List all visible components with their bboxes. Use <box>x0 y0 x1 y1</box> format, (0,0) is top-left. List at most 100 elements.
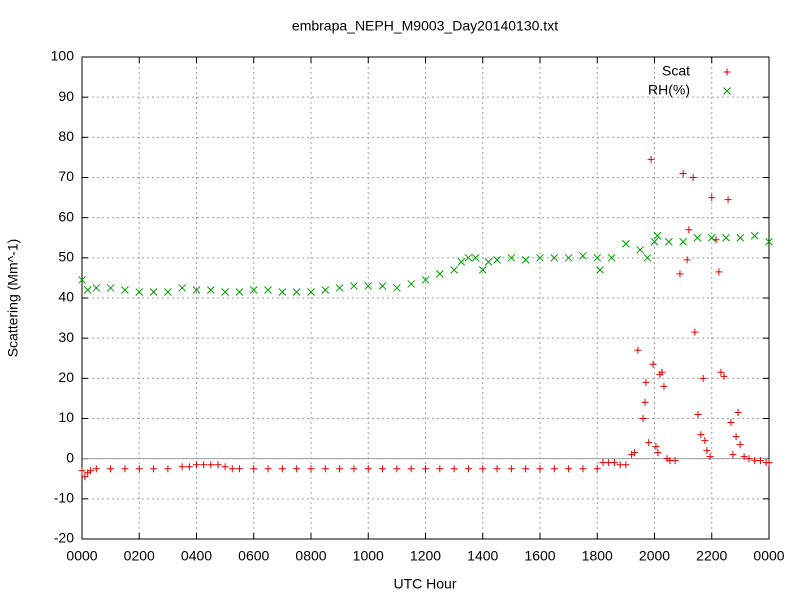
data-point <box>550 465 558 473</box>
legend-label: RH(%) <box>648 82 690 98</box>
data-point <box>264 286 272 294</box>
data-point <box>479 465 487 473</box>
data-point <box>715 268 723 276</box>
data-point <box>278 288 287 296</box>
data-point <box>107 465 115 473</box>
data-point <box>78 467 86 475</box>
data-point <box>536 465 544 473</box>
data-point <box>660 382 668 390</box>
data-point <box>435 270 444 278</box>
data-point <box>293 465 301 473</box>
data-point <box>683 256 691 264</box>
data-point <box>596 266 604 274</box>
data-point <box>649 360 657 368</box>
data-point <box>350 282 358 290</box>
data-point <box>622 239 630 248</box>
data-point <box>707 233 716 242</box>
legend-marker <box>723 68 731 76</box>
x-tick-label: 0000 <box>66 548 97 564</box>
data-point <box>727 419 735 427</box>
y-tick-label: 40 <box>58 289 74 305</box>
data-point <box>350 465 358 473</box>
data-point <box>685 226 693 234</box>
data-point <box>150 465 158 473</box>
x-tick-label: 2200 <box>696 548 727 564</box>
data-point <box>653 231 662 240</box>
data-point <box>78 276 86 284</box>
y-tick-label: 30 <box>58 329 74 345</box>
data-point <box>206 286 215 294</box>
data-point <box>249 286 258 294</box>
data-point <box>622 461 630 469</box>
data-point <box>736 233 745 242</box>
data-point <box>307 465 315 473</box>
data-point <box>691 328 699 336</box>
data-point <box>471 253 480 262</box>
data-point <box>636 245 645 254</box>
data-point <box>221 288 229 296</box>
x-tick-label: 2000 <box>639 548 670 564</box>
data-point <box>235 288 244 296</box>
x-tick-label: 1200 <box>410 548 441 564</box>
data-point <box>364 282 373 290</box>
x-tick-label: 0000 <box>753 548 784 564</box>
data-point <box>192 286 201 294</box>
data-point <box>464 253 473 262</box>
data-point <box>200 461 208 469</box>
y-tick-label: 60 <box>58 208 74 224</box>
y-tick-label: -20 <box>54 530 74 546</box>
data-point <box>697 431 705 439</box>
data-point <box>493 255 501 264</box>
y-tick-label: 80 <box>58 128 74 144</box>
data-point <box>92 465 100 473</box>
x-tick-label: 0400 <box>181 548 212 564</box>
data-point <box>507 253 516 262</box>
data-point <box>664 237 673 246</box>
data-point <box>207 461 215 469</box>
y-tick-label: 50 <box>58 249 74 265</box>
data-point <box>228 465 236 473</box>
data-point <box>634 346 642 354</box>
x-tick-label: 1600 <box>524 548 555 564</box>
data-point <box>610 459 618 467</box>
data-point <box>765 237 773 246</box>
data-point <box>521 255 530 264</box>
data-point <box>708 194 716 202</box>
data-point <box>756 457 764 465</box>
data-point <box>630 449 638 457</box>
data-point <box>164 465 172 473</box>
data-point <box>250 465 258 473</box>
x-tick-label: 1000 <box>353 548 384 564</box>
data-point <box>650 237 659 246</box>
data-point <box>694 410 702 418</box>
x-tick-label: 0200 <box>124 548 155 564</box>
data-point <box>264 465 272 473</box>
data-point <box>364 465 372 473</box>
data-point <box>639 415 647 422</box>
x-axis-label: UTC Hour <box>393 576 456 592</box>
data-point <box>722 233 730 242</box>
data-point <box>643 253 652 262</box>
data-point <box>579 465 587 473</box>
data-point <box>393 284 401 292</box>
data-point <box>135 288 144 296</box>
data-point <box>734 408 742 416</box>
data-point <box>593 253 602 262</box>
y-tick-label: -10 <box>54 490 74 506</box>
data-point <box>671 457 679 465</box>
data-point <box>593 465 601 473</box>
y-tick-label: 70 <box>58 168 74 184</box>
data-point <box>676 270 684 278</box>
data-point <box>679 169 687 177</box>
data-point <box>701 437 709 445</box>
data-point <box>121 286 129 294</box>
data-point <box>83 286 92 294</box>
data-point <box>214 461 222 469</box>
data-point <box>436 465 444 473</box>
data-point <box>484 257 493 266</box>
data-point <box>745 455 753 463</box>
data-point <box>335 284 344 292</box>
data-point <box>178 463 186 471</box>
data-point <box>654 449 662 457</box>
data-point <box>464 465 472 473</box>
